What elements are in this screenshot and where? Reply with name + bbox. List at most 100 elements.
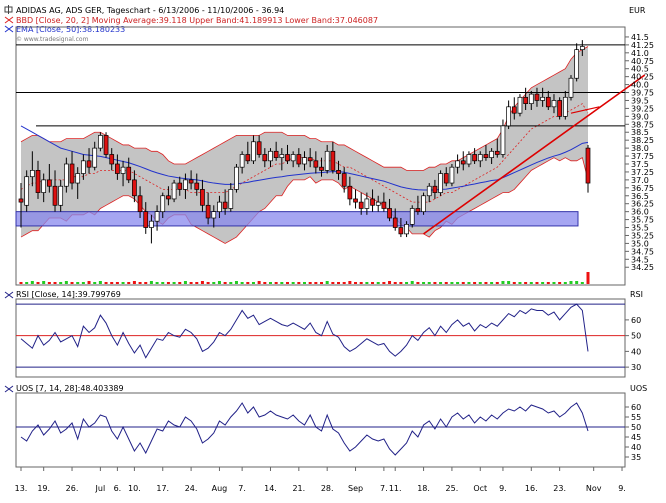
candle-body xyxy=(579,46,585,50)
x-tick-label: 14. xyxy=(264,484,277,493)
volume-bar xyxy=(371,282,375,284)
volume-bar xyxy=(342,282,346,284)
volume-bar xyxy=(144,282,148,284)
x-tick-label: 24. xyxy=(185,484,198,493)
candle-body xyxy=(273,150,279,158)
indicator-y-tick-label: 35 xyxy=(631,453,641,462)
candle-body xyxy=(358,201,364,209)
bollinger-middle-line xyxy=(20,103,589,203)
volume-bar xyxy=(64,281,68,284)
volume-bar xyxy=(19,282,23,284)
volume-bar xyxy=(30,281,34,284)
price-y-tick-label: 39.5 xyxy=(631,96,649,105)
candle-body xyxy=(466,154,472,165)
indicator-y-tick-label: 60 xyxy=(631,403,641,412)
currency-label: EUR xyxy=(629,6,646,15)
volume-bar xyxy=(303,282,306,284)
x-tick-label: 21. xyxy=(292,484,305,493)
volume-bar xyxy=(456,282,460,284)
uos-axis-title: UOS xyxy=(630,384,647,393)
volume-bar xyxy=(234,281,238,284)
volume-bar xyxy=(240,282,244,284)
price-y-tick-label: 37.5 xyxy=(631,160,649,169)
candle-body xyxy=(324,150,330,171)
volume-bar xyxy=(285,282,289,284)
price-y-tick-label: 35.75 xyxy=(631,216,654,225)
candle-body xyxy=(132,179,137,197)
candle-body xyxy=(149,220,154,228)
ema-legend: EMA [Close, 50]:38.180233 xyxy=(16,25,125,34)
candle-body xyxy=(154,211,160,222)
candle-body xyxy=(438,173,443,193)
candle-body xyxy=(120,166,126,174)
volume-bar xyxy=(251,282,255,284)
indicator-y-tick-label: 45 xyxy=(631,433,641,442)
volume-bar xyxy=(110,282,114,284)
volume-bar xyxy=(376,282,380,284)
bollinger-upper-line xyxy=(20,46,589,171)
candle-body xyxy=(183,179,188,190)
volume-bar xyxy=(512,282,516,284)
volume-bar xyxy=(501,281,505,284)
candle-body xyxy=(86,160,92,168)
volume-bar xyxy=(297,282,301,284)
candle-body xyxy=(545,96,551,108)
candle-body xyxy=(477,154,483,162)
uos-panel-frame xyxy=(15,392,626,468)
price-plot xyxy=(15,40,646,284)
volume-bar xyxy=(348,281,352,284)
candle-body xyxy=(290,154,296,162)
rsi-panel-frame xyxy=(15,298,626,378)
candle-body xyxy=(200,189,205,206)
volume-bar xyxy=(558,282,562,284)
volume-bar xyxy=(308,282,312,284)
price-y-tick-label: 35.0 xyxy=(631,239,649,248)
candle-body xyxy=(217,201,222,212)
price-y-tick-label: 35.5 xyxy=(631,224,649,233)
volume-bar xyxy=(365,282,369,284)
candle-body xyxy=(35,170,41,193)
volume-bar xyxy=(98,281,102,284)
candle-body xyxy=(460,160,466,165)
indicator-y-tick-label: 55 xyxy=(631,413,641,422)
candle-body xyxy=(64,163,69,187)
candle-body xyxy=(528,93,534,104)
volume-bar xyxy=(212,282,216,284)
volume-bar xyxy=(461,282,465,284)
candle-body xyxy=(398,227,404,235)
title-icon xyxy=(4,5,13,14)
price-y-tick-label: 40.5 xyxy=(631,65,649,74)
candle-body xyxy=(103,135,109,155)
volume-bar xyxy=(490,282,494,284)
volume-bar xyxy=(535,282,539,284)
x-tick-label: 18. xyxy=(417,484,430,493)
volume-bar xyxy=(70,282,74,284)
candle-body xyxy=(387,208,392,219)
candle-body xyxy=(500,125,506,155)
volume-bar xyxy=(217,281,221,284)
volume-bar xyxy=(263,282,267,284)
candle-body xyxy=(285,154,290,162)
candle-body xyxy=(239,154,245,168)
volume-bar xyxy=(563,282,567,284)
support-zone xyxy=(15,211,579,227)
volume-bar xyxy=(189,282,193,284)
ema-line xyxy=(20,125,589,191)
volume-bar xyxy=(138,282,142,284)
indicator-line xyxy=(20,303,589,359)
indicator-y-tick-label: 50 xyxy=(631,332,641,341)
volume-bar xyxy=(382,282,386,284)
volume-bar xyxy=(149,281,153,284)
volume-bar xyxy=(529,282,533,284)
candle-body xyxy=(523,96,528,104)
volume-bar xyxy=(76,282,80,284)
candle-body xyxy=(92,147,98,168)
candle-body xyxy=(307,157,313,162)
candle-body xyxy=(313,160,319,168)
price-y-tick-label: 37.75 xyxy=(631,152,654,161)
candle-body xyxy=(109,154,115,165)
volume-bar xyxy=(314,282,318,284)
indicator-y-tick-label: 40 xyxy=(631,443,641,452)
